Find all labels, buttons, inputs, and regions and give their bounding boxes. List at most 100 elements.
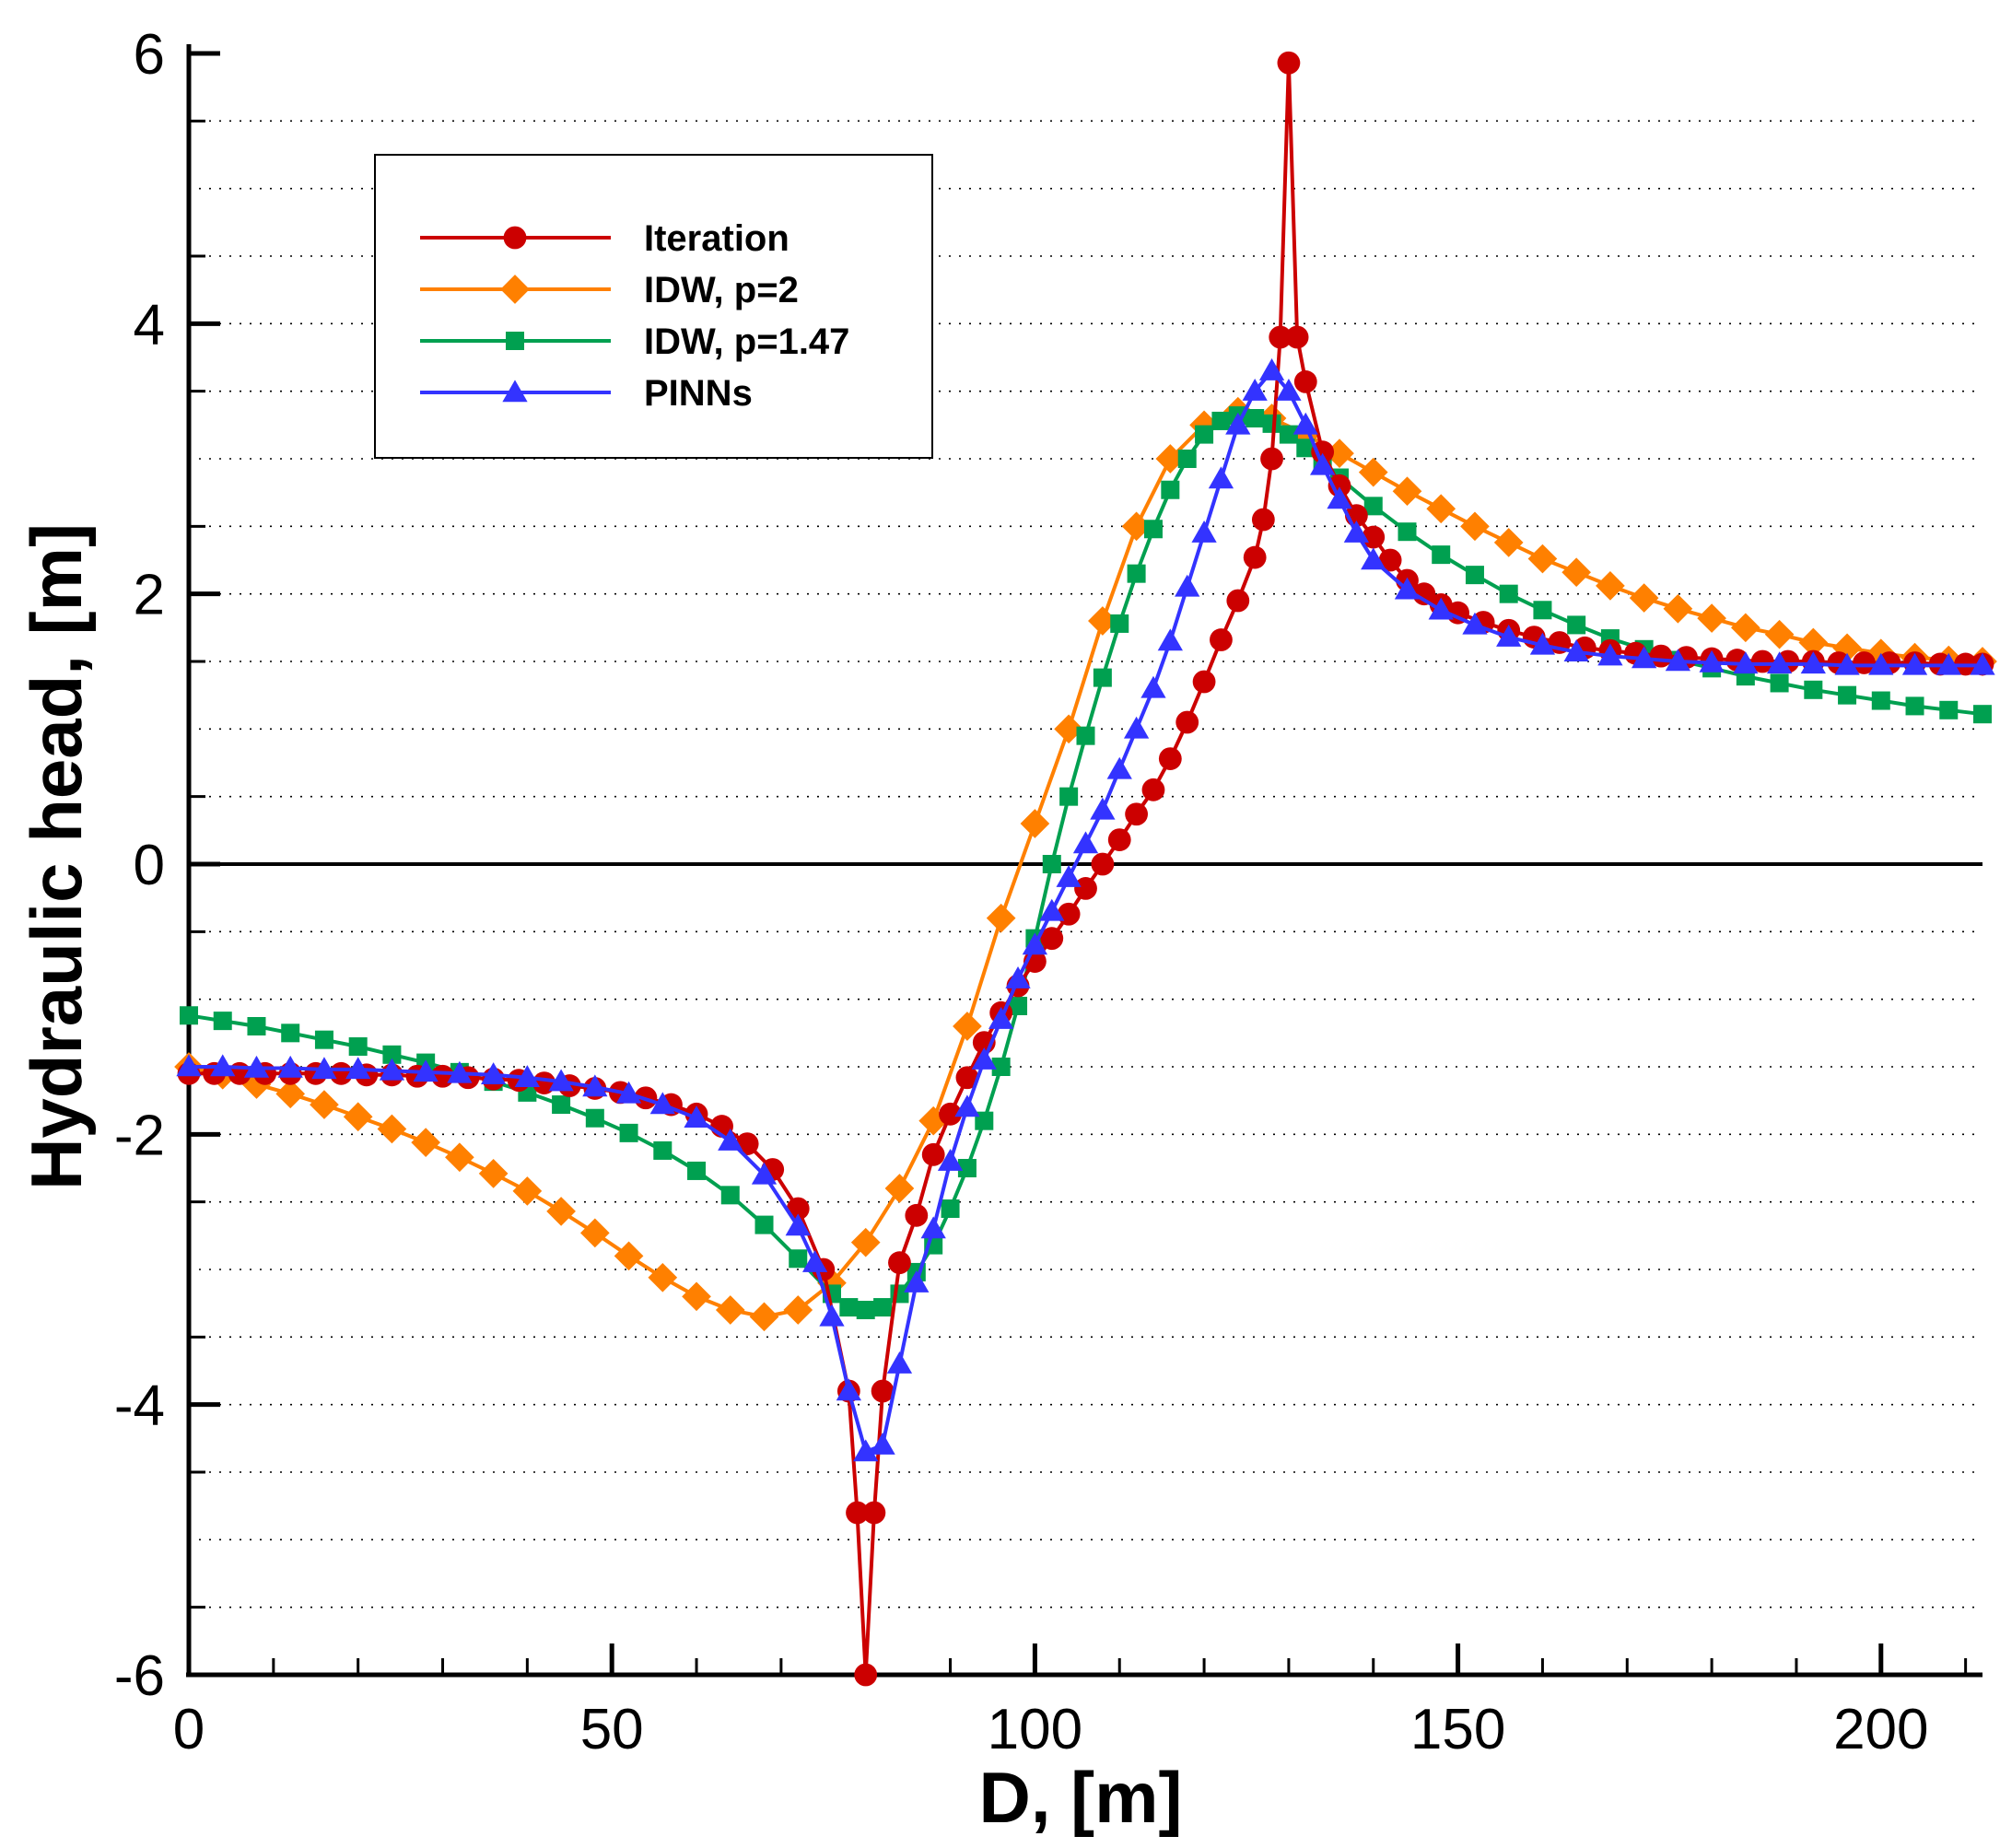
data-point bbox=[1088, 606, 1117, 636]
data-point bbox=[579, 1218, 610, 1248]
data-point bbox=[986, 903, 1016, 933]
legend-marker bbox=[502, 380, 528, 403]
legend-marker bbox=[506, 332, 524, 350]
data-point bbox=[1005, 966, 1031, 988]
data-point bbox=[480, 1062, 507, 1085]
data-point bbox=[870, 1433, 895, 1455]
data-point bbox=[445, 1142, 474, 1173]
data-point bbox=[1310, 452, 1336, 475]
data-point bbox=[850, 1227, 881, 1257]
data-point bbox=[1361, 547, 1386, 570]
legend-label: PINNs bbox=[644, 373, 753, 414]
data-point bbox=[1697, 603, 1726, 633]
data-point bbox=[311, 1057, 337, 1080]
data-point bbox=[1496, 624, 1522, 647]
data-point bbox=[975, 1111, 994, 1130]
data-point bbox=[884, 1174, 915, 1203]
data-point bbox=[1871, 691, 1890, 710]
data-point bbox=[1020, 809, 1050, 838]
legend-marker bbox=[500, 275, 530, 304]
data-point bbox=[1358, 457, 1388, 487]
data-point bbox=[1074, 877, 1097, 900]
data-point bbox=[1936, 652, 1961, 675]
data-point bbox=[653, 1140, 673, 1160]
ticks: -6 -4 -2 0 2 4 6 0 50 100 150 200 bbox=[114, 23, 1968, 1761]
data-point bbox=[1210, 628, 1233, 651]
data-point bbox=[1277, 51, 1301, 75]
data-point bbox=[783, 1295, 813, 1325]
data-point bbox=[1527, 544, 1558, 574]
data-point bbox=[1750, 649, 1774, 673]
legend-item: PINNs bbox=[420, 373, 753, 414]
data-point bbox=[1158, 747, 1182, 770]
data-point bbox=[1733, 651, 1759, 674]
data-point bbox=[1325, 439, 1354, 468]
data-point bbox=[1141, 778, 1165, 801]
data-point bbox=[836, 1378, 861, 1401]
data-point bbox=[1110, 614, 1129, 633]
data-point bbox=[1311, 440, 1335, 464]
data-point bbox=[1107, 828, 1131, 851]
data-point bbox=[314, 1030, 333, 1049]
data-point bbox=[1258, 358, 1285, 380]
data-point bbox=[1177, 450, 1197, 468]
data-point bbox=[1093, 668, 1112, 687]
data-point bbox=[1462, 612, 1488, 635]
y-tick-label: 0 bbox=[134, 834, 165, 897]
data-point bbox=[1090, 797, 1116, 820]
data-point bbox=[991, 1058, 1011, 1076]
data-point bbox=[243, 1055, 270, 1078]
data-point bbox=[1140, 675, 1166, 698]
data-point bbox=[1632, 646, 1657, 669]
data-point bbox=[1246, 409, 1265, 427]
series-pinns bbox=[176, 358, 1995, 1462]
data-point bbox=[585, 1108, 604, 1128]
data-point bbox=[1412, 582, 1436, 606]
data-point bbox=[1157, 628, 1183, 651]
data-point bbox=[1054, 714, 1083, 744]
data-point bbox=[1663, 593, 1693, 624]
data-point bbox=[1499, 584, 1518, 603]
legend-box bbox=[374, 154, 933, 459]
data-point bbox=[180, 1006, 198, 1025]
data-point bbox=[839, 1298, 859, 1317]
data-point bbox=[1042, 855, 1061, 873]
data-point bbox=[988, 1007, 1014, 1029]
y-tick-label: -6 bbox=[114, 1644, 165, 1708]
x-tick-label: 150 bbox=[1410, 1698, 1505, 1761]
data-point bbox=[345, 1057, 371, 1080]
data-point bbox=[281, 1023, 300, 1043]
data-point bbox=[348, 1037, 368, 1056]
data-point bbox=[1901, 652, 1928, 675]
data-point bbox=[1766, 651, 1793, 674]
data-point bbox=[754, 1215, 774, 1234]
data-point bbox=[1699, 649, 1725, 673]
legend-item: IDW, p=2 bbox=[420, 270, 799, 310]
data-point bbox=[819, 1304, 845, 1327]
data-point bbox=[1091, 852, 1115, 876]
data-point bbox=[382, 1045, 402, 1064]
data-point bbox=[1260, 447, 1283, 471]
data-point bbox=[1072, 831, 1099, 854]
legend-item: Iteration bbox=[420, 218, 789, 259]
data-point bbox=[921, 1142, 945, 1166]
data-point bbox=[1039, 898, 1065, 921]
y-tick-label: -2 bbox=[114, 1104, 165, 1167]
data-point bbox=[1276, 379, 1302, 401]
data-point bbox=[615, 1081, 642, 1104]
data-point bbox=[971, 1047, 997, 1070]
data-point bbox=[210, 1054, 236, 1077]
data-point bbox=[1343, 520, 1370, 543]
data-point bbox=[343, 1102, 373, 1132]
y-tick-label: 2 bbox=[134, 564, 165, 627]
data-point bbox=[953, 1012, 982, 1041]
data-point bbox=[1834, 652, 1860, 675]
data-point bbox=[718, 1129, 743, 1151]
data-point bbox=[213, 1012, 232, 1031]
data-point bbox=[871, 1379, 895, 1403]
series-group bbox=[174, 51, 1997, 1687]
data-point bbox=[411, 1128, 440, 1157]
x-tick-label: 0 bbox=[173, 1698, 205, 1761]
data-point bbox=[1296, 439, 1316, 458]
